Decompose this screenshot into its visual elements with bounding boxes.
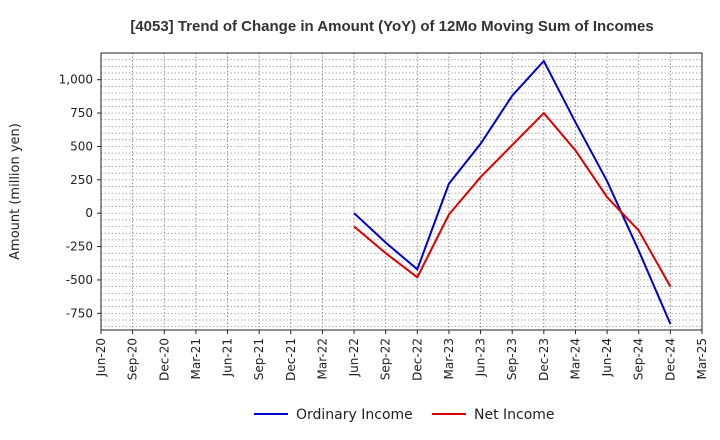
x-tick-label: Jun-21 <box>221 338 235 377</box>
x-tick-label: Jun-24 <box>600 338 614 377</box>
x-tick-label: Mar-25 <box>695 338 709 379</box>
x-tick-label: Dec-22 <box>410 338 424 381</box>
y-tick-label: -750 <box>66 306 93 320</box>
x-tick-label: Dec-20 <box>157 338 171 381</box>
x-tick-label: Sep-24 <box>632 338 646 380</box>
x-tick-label: Mar-24 <box>568 338 582 379</box>
x-tick-label: Mar-22 <box>315 338 329 379</box>
x-tick-labels: Jun-20 Sep-20 Dec-20 Mar-21 Jun-21 Sep-21 Dec-… <box>94 330 709 381</box>
y-tick-labels: 1,000 750 500 250 0 -250 -500 -750 <box>59 73 101 320</box>
y-tick-label: 250 <box>70 173 93 187</box>
y-tick-label: -500 <box>66 273 93 287</box>
legend-label: Ordinary Income <box>296 407 413 423</box>
y-tick-label: 1,000 <box>59 73 93 87</box>
x-tick-label: Mar-23 <box>442 338 456 379</box>
legend: Ordinary Income Net Income <box>254 407 555 423</box>
x-tick-label: Sep-20 <box>126 338 140 380</box>
x-tick-label: Mar-21 <box>189 338 203 379</box>
y-tick-label: 0 <box>85 206 93 220</box>
legend-label: Net Income <box>474 407 555 423</box>
chart-title: [4053] Trend of Change in Amount (YoY) o… <box>130 18 653 35</box>
y-tick-label: 500 <box>70 139 93 153</box>
y-tick-label: 750 <box>70 106 93 120</box>
x-tick-label: Sep-22 <box>379 338 393 380</box>
x-tick-label: Dec-21 <box>284 338 298 381</box>
grid <box>100 53 703 330</box>
plot-frame <box>100 52 703 331</box>
x-tick-label: Jun-20 <box>94 338 108 377</box>
x-tick-label: Jun-22 <box>347 338 361 377</box>
x-tick-label: Sep-21 <box>252 338 266 380</box>
x-tick-label: Sep-23 <box>505 338 519 380</box>
x-tick-label: Dec-24 <box>663 338 677 381</box>
x-tick-label: Jun-23 <box>474 338 488 377</box>
series-line-ordinary-income <box>353 59 672 325</box>
series-line-net-income <box>353 111 672 288</box>
series-layer <box>353 59 672 325</box>
y-tick-label: -250 <box>66 240 93 254</box>
y-axis-label: Amount (million yen) <box>8 123 23 260</box>
x-tick-label: Dec-23 <box>537 338 551 381</box>
